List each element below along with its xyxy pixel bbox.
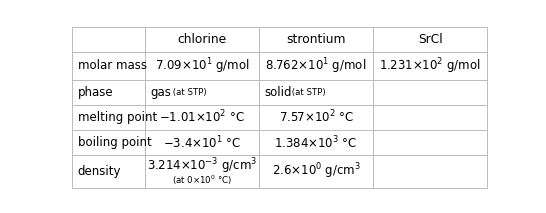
Text: 1.231$\times$10$^{2}$ g/mol: 1.231$\times$10$^{2}$ g/mol [379, 56, 481, 76]
Text: density: density [78, 165, 121, 178]
Text: chlorine: chlorine [177, 33, 227, 46]
Text: phase: phase [78, 86, 113, 99]
Text: $-$1.01$\times$10$^{2}$ °C: $-$1.01$\times$10$^{2}$ °C [159, 109, 245, 126]
Text: boiling point: boiling point [78, 136, 151, 149]
Text: gas: gas [150, 86, 171, 99]
Text: 8.762$\times$10$^{1}$ g/mol: 8.762$\times$10$^{1}$ g/mol [265, 56, 367, 76]
Text: 1.384$\times$10$^{3}$ °C: 1.384$\times$10$^{3}$ °C [275, 134, 358, 151]
Text: (at 0$\times$10$^{0}$ °C): (at 0$\times$10$^{0}$ °C) [172, 174, 232, 187]
Text: strontium: strontium [286, 33, 346, 46]
Text: (at STP): (at STP) [170, 88, 207, 97]
Text: SrCl: SrCl [418, 33, 442, 46]
Text: (at STP): (at STP) [289, 88, 325, 97]
Text: $-$3.4$\times$10$^{1}$ °C: $-$3.4$\times$10$^{1}$ °C [163, 134, 241, 151]
Text: 2.6$\times$10$^{0}$ g/cm$^{3}$: 2.6$\times$10$^{0}$ g/cm$^{3}$ [272, 162, 360, 181]
Text: 7.57$\times$10$^{2}$ °C: 7.57$\times$10$^{2}$ °C [278, 109, 354, 126]
Text: molar mass: molar mass [78, 59, 146, 72]
Text: melting point: melting point [78, 111, 157, 124]
Text: solid: solid [264, 86, 292, 99]
Text: 3.214$\times$10$^{-3}$ g/cm$^{3}$: 3.214$\times$10$^{-3}$ g/cm$^{3}$ [147, 157, 257, 177]
Text: 7.09$\times$10$^{1}$ g/mol: 7.09$\times$10$^{1}$ g/mol [155, 56, 250, 76]
